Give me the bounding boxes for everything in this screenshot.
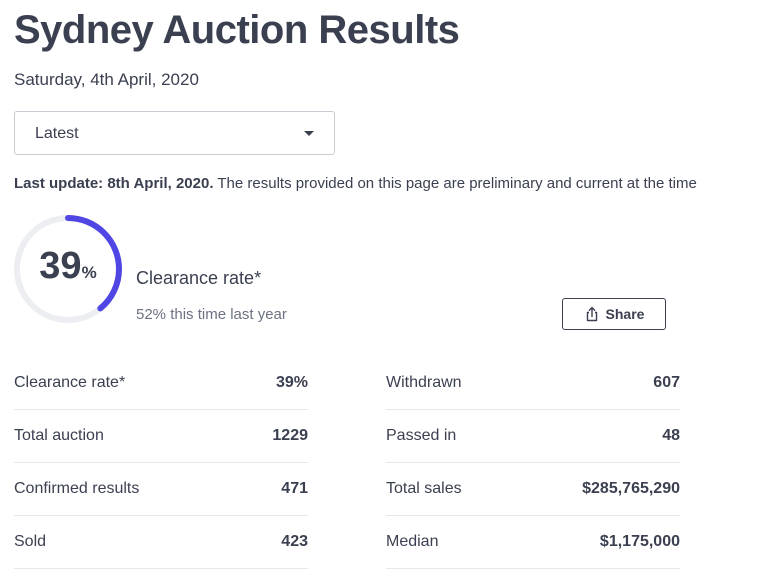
auction-date: Saturday, 4th April, 2020 <box>14 70 199 89</box>
stat-value: 607 <box>653 374 680 391</box>
gauge-percent-sign: % <box>81 263 97 282</box>
stat-row: Total auction 1229 <box>14 410 308 463</box>
share-label: Share <box>605 306 645 322</box>
last-year-comparison: 52% this time last year <box>136 306 287 323</box>
stat-label: Median <box>386 533 439 550</box>
gauge-number: 39 <box>39 245 82 287</box>
stats-table-right: Withdrawn 607 Passed in 48 Total sales $… <box>386 357 680 569</box>
notice-text: The results provided on this page are pr… <box>213 175 697 192</box>
clearance-rate-gauge <box>14 215 122 323</box>
gauge-arc <box>14 215 122 323</box>
chevron-down-icon <box>304 131 314 136</box>
stat-label: Total sales <box>386 480 462 497</box>
last-update-label: Last update: 8th April, 2020. <box>14 175 214 192</box>
share-icon <box>586 306 597 322</box>
stat-row: Total sales $285,765,290 <box>386 463 680 516</box>
share-button[interactable]: Share <box>562 298 666 330</box>
update-notice: Last update: 8th April, 2020. The result… <box>14 175 697 192</box>
stat-value: 39% <box>275 374 308 391</box>
stat-label: Withdrawn <box>386 374 462 391</box>
stat-row: Withdrawn 607 <box>386 357 680 410</box>
clearance-rate-label: Clearance rate* <box>136 268 262 288</box>
stat-label: Clearance rate* <box>14 374 126 391</box>
stat-label: Total auction <box>14 427 104 444</box>
results-period-select[interactable]: Latest <box>14 111 335 155</box>
stat-label: Sold <box>14 533 47 550</box>
stat-row: Median $1,175,000 <box>386 516 680 569</box>
stat-label: Passed in <box>386 427 457 444</box>
stat-value: 471 <box>281 480 308 497</box>
stat-value: $285,765,290 <box>582 480 680 497</box>
stat-row: Passed in 48 <box>386 410 680 463</box>
stat-value: 48 <box>662 427 680 444</box>
stat-row: Confirmed results 471 <box>14 463 308 516</box>
page-title: Sydney Auction Results <box>14 8 460 52</box>
stat-row: Sold 423 <box>14 516 308 569</box>
stat-value: $1,175,000 <box>599 533 680 550</box>
stat-label: Confirmed results <box>14 480 140 497</box>
select-value: Latest <box>35 125 79 142</box>
stat-value: 1229 <box>272 427 308 444</box>
stats-table-left: Clearance rate* 39% Total auction 1229 C… <box>14 357 308 569</box>
stat-row: Clearance rate* 39% <box>14 357 308 410</box>
stat-value: 423 <box>281 533 308 550</box>
gauge-value: 39% <box>12 245 124 288</box>
